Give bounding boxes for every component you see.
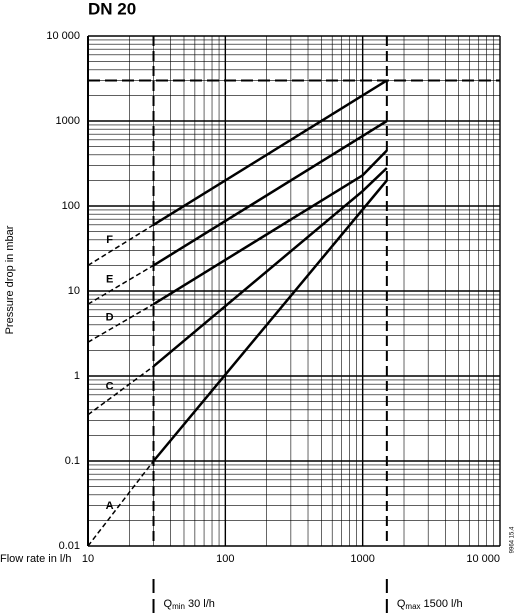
series-line	[152, 149, 388, 306]
series-line	[152, 167, 388, 368]
y-tick-label: 10	[68, 285, 80, 297]
y-tick-label: 100	[62, 200, 80, 212]
x-axis-title: Flow rate in l/h	[0, 553, 72, 565]
reference-label: Qmin 30 l/h	[164, 598, 215, 611]
series-label: E	[106, 273, 113, 285]
series-line	[152, 79, 388, 226]
chart-title: DN 20	[88, 0, 136, 18]
x-tick-label: 1000	[350, 553, 374, 565]
x-tick-label: 10	[82, 553, 94, 565]
reference-label: Qmax 1500 l/h	[397, 598, 463, 611]
label-sub: max	[405, 602, 420, 611]
extrapolated-line	[87, 460, 155, 547]
y-tick-label: 1	[74, 370, 80, 382]
extrapolated-line	[87, 264, 154, 305]
series-label: D	[106, 312, 114, 324]
series-label: C	[106, 381, 114, 393]
extrapolated-line	[87, 365, 154, 416]
series-label: F	[106, 234, 113, 246]
series-line	[152, 179, 388, 462]
label-text: 1500 l/h	[424, 598, 463, 610]
y-tick-label: 0.1	[65, 455, 80, 467]
label-sub: min	[172, 602, 185, 611]
extrapolated-line	[87, 224, 154, 267]
label-symbol: Q	[397, 598, 406, 610]
x-tick-label: 100	[216, 553, 234, 565]
x-tick-label: 10 000	[466, 553, 500, 565]
y-tick-label: 0.01	[59, 540, 80, 552]
label-text: 30 l/h	[188, 598, 215, 610]
extrapolated-line	[87, 303, 154, 343]
y-tick-label: 10 000	[46, 30, 80, 42]
series-label: A	[106, 500, 114, 512]
side-note: 9964 15.4	[510, 526, 516, 553]
y-axis-title: Pressure drop in mbar	[4, 225, 16, 334]
series-line	[152, 119, 388, 267]
label-symbol: Q	[164, 598, 173, 610]
y-tick-label: 1000	[56, 115, 80, 127]
